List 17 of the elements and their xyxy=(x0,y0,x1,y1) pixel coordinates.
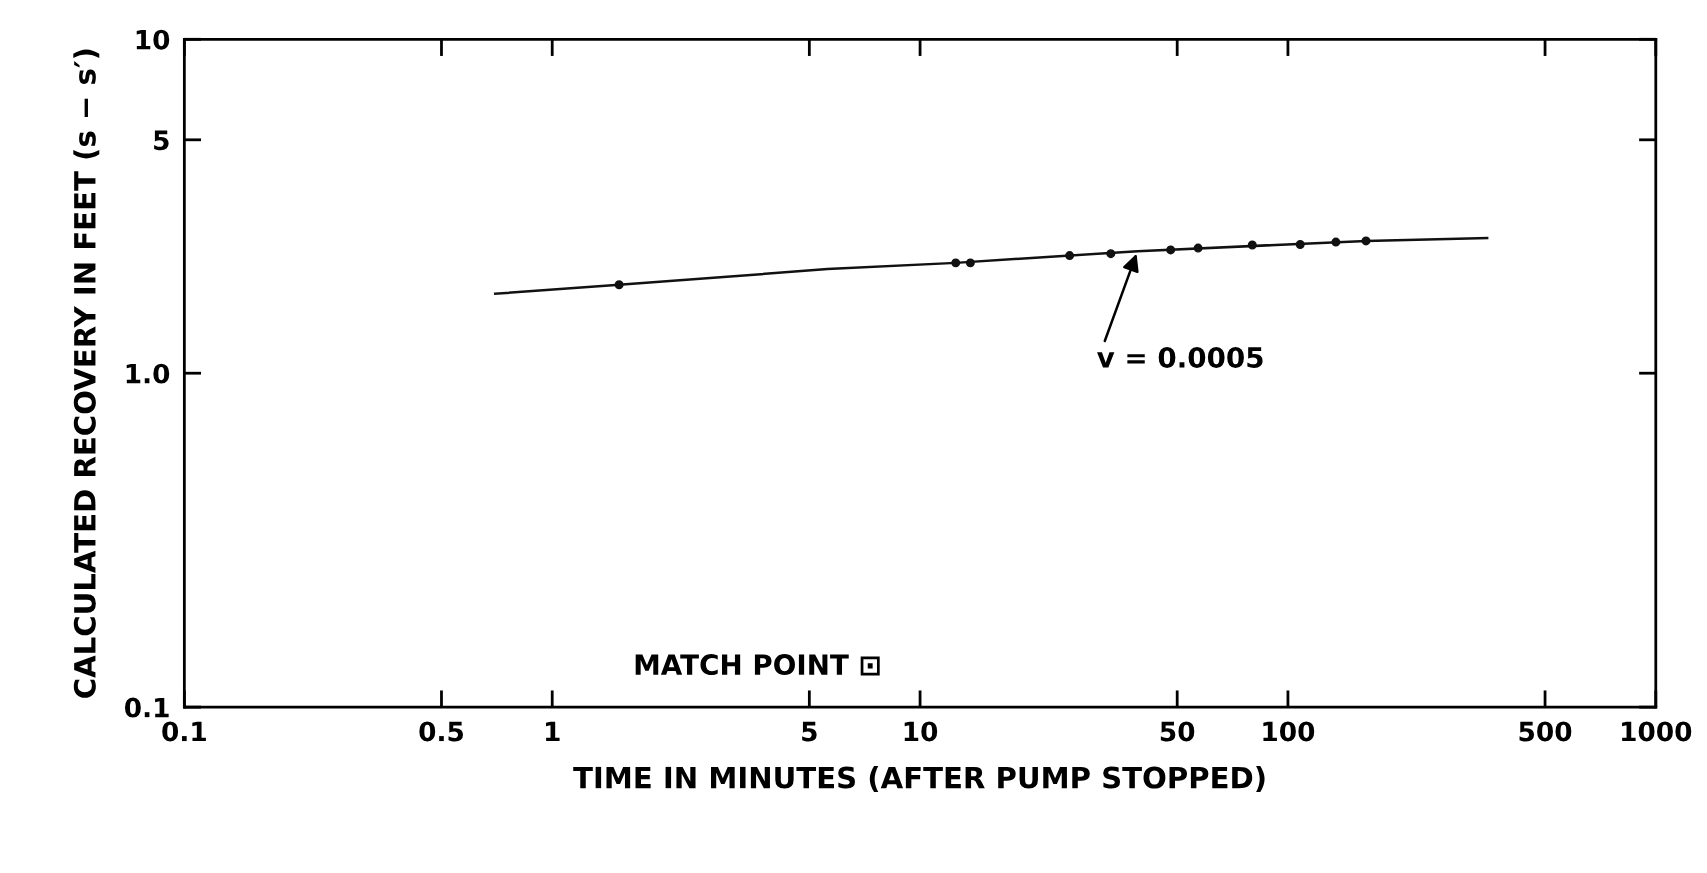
x-axis-title: TIME IN MINUTES (AFTER PUMP STOPPED) xyxy=(573,766,1265,793)
x-tick-label: 10 xyxy=(904,721,938,742)
x-tick-label: 50 xyxy=(1160,721,1195,742)
annotation: MATCH POINT ⊡ xyxy=(635,654,880,676)
y-tick-label: 1.0 xyxy=(126,363,170,384)
y-tick-label: 0.1 xyxy=(124,697,169,718)
y-tick-label: 5 xyxy=(154,130,169,151)
x-tick-label: 0.5 xyxy=(419,721,464,742)
y-tick-label: 10 xyxy=(136,29,170,50)
x-tick-label: 500 xyxy=(1519,721,1572,742)
x-tick-label: 100 xyxy=(1263,721,1315,742)
x-tick-label: 5 xyxy=(802,721,817,742)
y-axis-title: CALCULATED RECOVERY IN FEET (s − s′) xyxy=(73,49,100,698)
annotation: v = 0.0005 xyxy=(1097,346,1263,368)
x-tick-label: 0.1 xyxy=(162,721,206,742)
x-tick-label: 1 xyxy=(546,721,560,742)
x-tick-label: 1000 xyxy=(1622,721,1692,742)
